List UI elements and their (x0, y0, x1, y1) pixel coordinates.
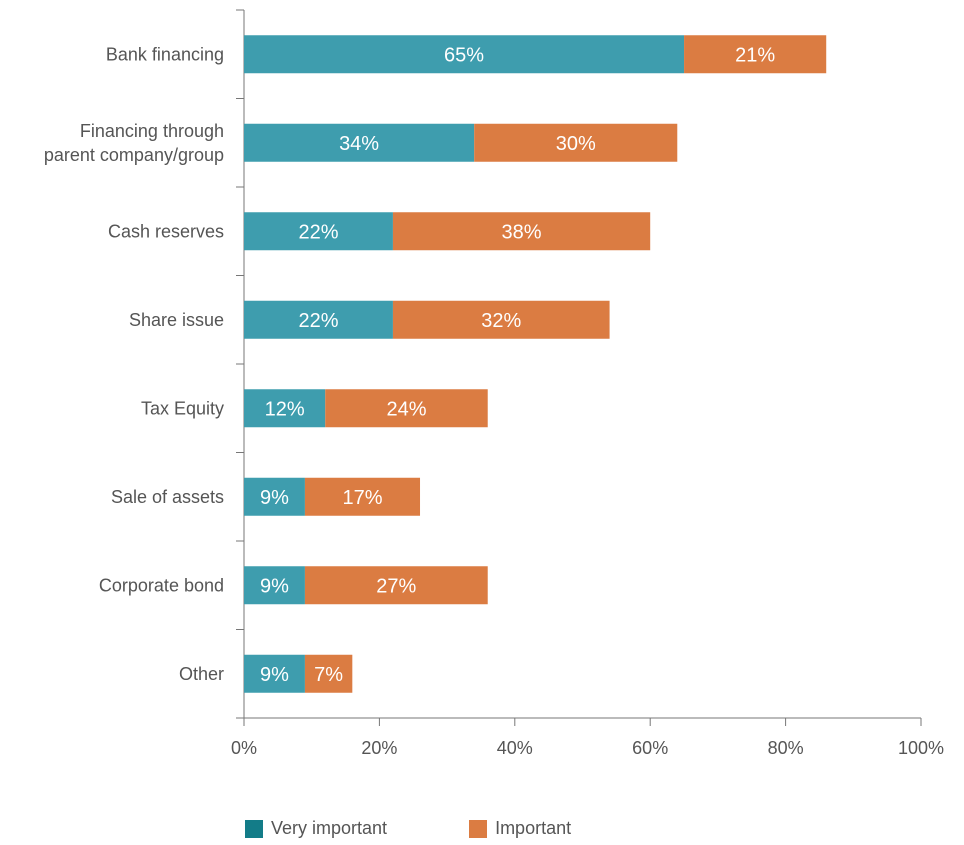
legend-swatch-important (469, 819, 488, 838)
bar-important (325, 389, 488, 428)
bar-value-label: 9% (260, 664, 289, 686)
legend-swatch-very-important (245, 819, 263, 838)
category-label: Tax Equity (141, 398, 224, 418)
bar-value-label: 22% (298, 310, 338, 332)
category-label: Bank financing (106, 44, 224, 64)
bar-very-important (244, 389, 326, 428)
bar-value-label: 7% (314, 664, 343, 686)
bar-important (304, 566, 488, 605)
bar-value-label: 32% (481, 310, 521, 332)
bar-value-label: 12% (265, 398, 305, 420)
bar-very-important (244, 566, 305, 605)
bar-value-label: 27% (376, 575, 416, 597)
x-tick-label: 80% (768, 738, 804, 758)
bar-value-label: 24% (386, 398, 426, 420)
bar-value-label: 9% (260, 487, 289, 509)
category-label: Share issue (129, 310, 224, 330)
x-tick-label: 100% (898, 738, 944, 758)
x-tick-label: 40% (497, 738, 533, 758)
bar-very-important (244, 654, 305, 693)
bar-very-important (244, 212, 393, 251)
bar-important (392, 212, 651, 251)
x-tick-label: 20% (361, 738, 397, 758)
bar-very-important (244, 300, 393, 339)
bar-value-label: 9% (260, 575, 289, 597)
bar-very-important (244, 123, 475, 162)
bar-important (304, 477, 421, 516)
category-label: Cash reserves (108, 221, 224, 241)
bar-important (684, 35, 827, 74)
category-label: Sale of assets (111, 487, 224, 507)
legend-item-important: Important (469, 818, 571, 839)
category-label: Financing through parent company/group (44, 121, 224, 165)
bar-value-label: 38% (502, 221, 542, 243)
bar-important (304, 654, 353, 693)
label-layer: Bank financing 65% 21% Financing through par… (44, 44, 775, 686)
bar-value-label: 34% (339, 133, 379, 155)
legend: Very important Important (245, 818, 653, 839)
bar-layer (244, 35, 827, 693)
x-tick-label: 0% (231, 738, 257, 758)
legend-label-very-important: Very important (271, 818, 388, 838)
axis-layer: 0% 20% 40% 60% 80% 100% (231, 9, 944, 758)
bar-important (392, 300, 610, 339)
bar-important (474, 123, 678, 162)
bar-value-label: 30% (556, 133, 596, 155)
bar-very-important (244, 35, 685, 74)
legend-label-important: Important (495, 818, 572, 838)
category-label: Corporate bond (99, 575, 224, 595)
legend-item-very-important: Very important (245, 818, 387, 839)
bar-value-label: 22% (298, 221, 338, 243)
x-tick-label: 60% (632, 738, 668, 758)
bar-very-important (244, 477, 305, 516)
category-label: Other (179, 664, 224, 684)
bar-chart: 0% 20% 40% 60% 80% 100% Bank financing 65% 21% F… (44, 9, 944, 758)
bar-value-label: 17% (342, 487, 382, 509)
bar-value-label: 65% (444, 44, 484, 66)
bar-value-label: 21% (735, 44, 775, 66)
